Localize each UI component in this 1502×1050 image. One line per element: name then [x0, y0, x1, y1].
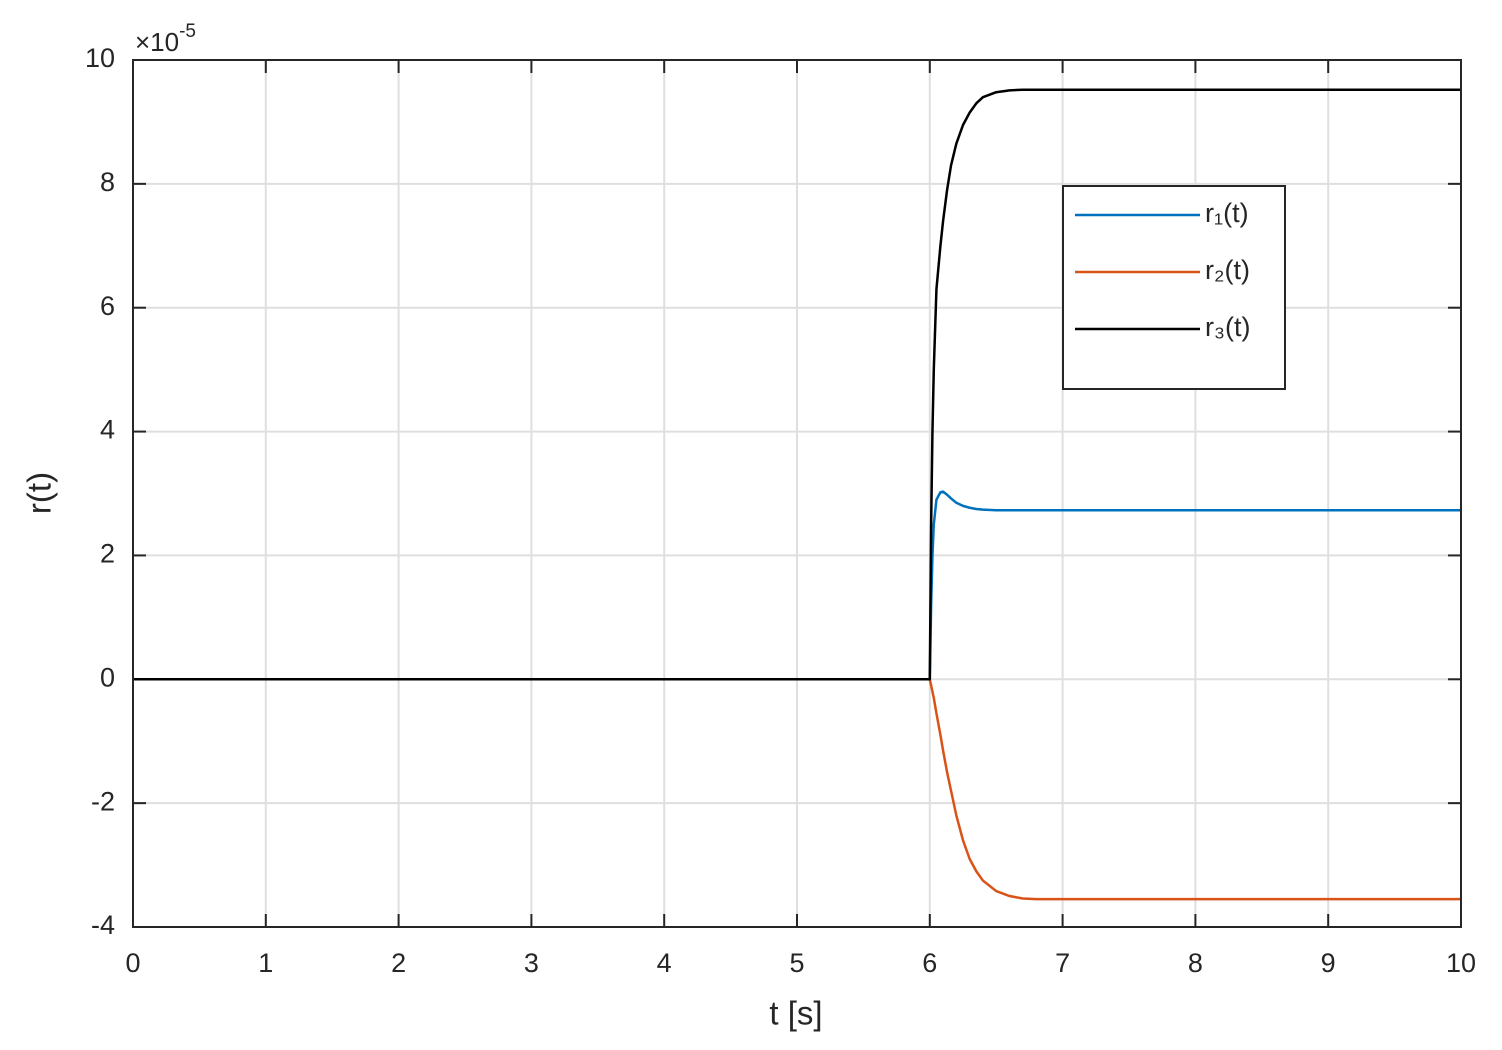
y-scale-exponent: -5 [179, 21, 196, 42]
y-axis-label: r(t) [21, 472, 58, 514]
x-tick-label: 10 [1446, 948, 1476, 978]
y-tick-label: -2 [91, 786, 115, 816]
x-tick-label: 4 [657, 948, 672, 978]
x-tick-label: 8 [1188, 948, 1203, 978]
y-tick-label: 10 [85, 43, 115, 73]
x-tick-label: 3 [524, 948, 539, 978]
data-line [133, 678, 1461, 901]
y-tick-label: 0 [100, 662, 115, 692]
x-axis-label: t [s] [769, 995, 822, 1032]
y-tick-label: 4 [100, 415, 115, 445]
x-tick-label: 1 [258, 948, 273, 978]
x-tick-label: 6 [922, 948, 937, 978]
y-tick-label: 6 [100, 291, 115, 321]
legend: r₁(t) r₂(t) r₃(t) [1062, 185, 1286, 390]
x-tick-label: 9 [1321, 948, 1336, 978]
legend-box [1062, 185, 1286, 390]
y-tick-label: 8 [100, 167, 115, 197]
y-scale-label: ×10-5 [135, 21, 196, 57]
legend-label: r₂(t) [1205, 255, 1250, 285]
x-tick-label: 2 [391, 948, 406, 978]
axes-box [132, 59, 1462, 928]
x-tick-label: 0 [125, 948, 140, 978]
y-tick-label: 2 [100, 539, 115, 569]
x-tick-label: 5 [789, 948, 804, 978]
x-tick-label: 7 [1055, 948, 1070, 978]
data-line [133, 490, 1461, 681]
y-scale-base: ×10 [135, 27, 179, 57]
data-line [133, 88, 1461, 681]
legend-label: r₃(t) [1205, 312, 1250, 342]
y-tick-label: -4 [91, 910, 115, 940]
legend-label: r₁(t) [1205, 198, 1249, 228]
